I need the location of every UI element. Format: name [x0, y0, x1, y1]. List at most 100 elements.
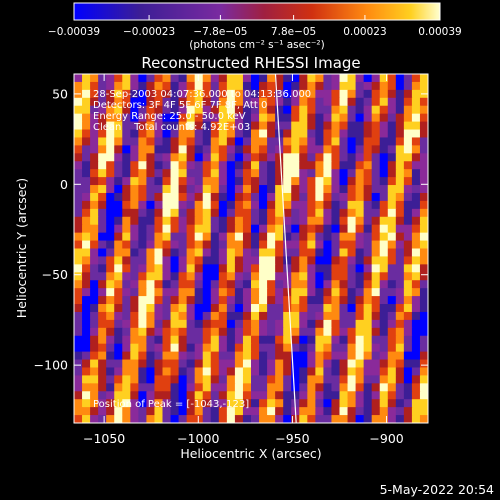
heatmap-cell	[138, 351, 148, 361]
heatmap-cell	[178, 407, 188, 416]
heatmap-cell	[114, 351, 123, 361]
heatmap-cell	[82, 97, 91, 107]
heatmap-cell	[74, 399, 83, 408]
heatmap-cell	[122, 407, 131, 416]
heatmap-cell	[170, 335, 180, 345]
heatmap-cell	[74, 105, 83, 115]
heatmap-cell	[194, 296, 204, 305]
heatmap-cell	[315, 383, 325, 392]
heatmap-cell	[170, 399, 180, 408]
heatmap-cell	[355, 129, 365, 139]
heatmap-cell	[251, 224, 260, 234]
heatmap-cell	[339, 359, 349, 369]
heatmap-cell	[363, 97, 373, 107]
heatmap-cell	[90, 137, 99, 146]
heatmap-cell	[194, 375, 204, 384]
heatmap-cell	[90, 296, 99, 305]
heatmap-cell	[178, 145, 188, 154]
heatmap-cell	[146, 375, 156, 384]
heatmap-cell	[194, 89, 204, 99]
heatmap-cell	[267, 264, 276, 273]
heatmap-cell	[347, 296, 357, 305]
heatmap-cell	[355, 74, 365, 83]
colorbar-tick-label: −0.00023	[123, 26, 175, 38]
heatmap-cell	[186, 81, 196, 91]
heatmap-cell	[178, 391, 188, 400]
heatmap-cell	[154, 137, 164, 146]
solar-limb-line	[274, 73, 297, 424]
heatmap-cell	[411, 311, 421, 321]
heatmap-cell	[403, 224, 413, 234]
heatmap-cell	[202, 391, 212, 400]
heatmap-cell	[347, 177, 357, 186]
heatmap-cell	[291, 145, 300, 154]
heatmap-cell	[130, 311, 139, 321]
heatmap-cell	[403, 81, 413, 91]
heatmap-cell	[162, 208, 172, 218]
heatmap-cell	[251, 319, 260, 329]
heatmap-cell	[395, 335, 405, 345]
heatmap-cell	[291, 311, 300, 321]
heatmap-cell	[210, 240, 220, 250]
heatmap-cell	[178, 383, 188, 392]
heatmap-cell	[226, 129, 236, 139]
heatmap-cell	[363, 367, 373, 377]
heatmap-cell	[202, 343, 212, 353]
heatmap-cell	[307, 248, 316, 258]
heatmap-cell	[218, 296, 228, 305]
heatmap-cell	[162, 327, 172, 337]
heatmap-cell	[251, 153, 260, 162]
heatmap-cell	[363, 224, 373, 234]
heatmap-cell	[299, 415, 308, 423]
heatmap-cell	[186, 169, 196, 178]
heatmap-cell	[186, 367, 196, 377]
heatmap-cell	[371, 272, 381, 281]
heatmap-cell	[90, 415, 99, 423]
heatmap-cell	[267, 113, 276, 123]
heatmap-cell	[251, 216, 260, 226]
heatmap-cell	[194, 319, 204, 329]
heatmap-cell	[74, 280, 83, 289]
heatmap-cell	[275, 272, 284, 281]
heatmap-cell	[114, 407, 123, 416]
heatmap-cell	[411, 129, 421, 139]
heatmap-cell	[122, 161, 131, 170]
heatmap-cell	[259, 137, 268, 146]
heatmap-cell	[371, 200, 381, 210]
heatmap-cell	[202, 240, 212, 250]
heatmap-cell	[323, 327, 333, 337]
heatmap-cell	[114, 224, 123, 234]
heatmap-cell	[242, 264, 252, 273]
heatmap-cell	[387, 145, 397, 154]
heatmap-cell	[371, 137, 381, 146]
heatmap-cell	[82, 304, 91, 313]
heatmap-cell	[379, 327, 389, 337]
heatmap-cell	[307, 200, 316, 210]
heatmap-cell	[299, 185, 308, 194]
heatmap-cell	[347, 407, 357, 416]
heatmap-cell	[154, 383, 164, 392]
heatmap-cell	[74, 177, 83, 186]
heatmap-cell	[234, 359, 244, 369]
heatmap-cell	[114, 240, 123, 250]
heatmap-cell	[299, 391, 308, 400]
heatmap-cell	[291, 200, 300, 210]
heatmap-cell	[194, 248, 204, 258]
heatmap-cell	[114, 121, 123, 131]
heatmap-cell	[267, 280, 276, 289]
heatmap-cell	[331, 161, 341, 170]
heatmap-cell	[98, 137, 107, 146]
heatmap-cell	[323, 415, 333, 423]
heatmap-cell	[90, 272, 99, 281]
heatmap-cell	[403, 153, 413, 162]
heatmap-cell	[331, 240, 341, 250]
heatmap-cell	[307, 232, 316, 242]
heatmap-cell	[259, 351, 268, 361]
heatmap-cell	[339, 288, 349, 297]
heatmap-cell	[339, 105, 349, 115]
heatmap-cell	[130, 121, 139, 131]
heatmap-cell	[275, 256, 284, 265]
heatmap-cell	[226, 327, 236, 337]
heatmap-cell	[323, 304, 333, 313]
heatmap-cell	[218, 97, 228, 107]
